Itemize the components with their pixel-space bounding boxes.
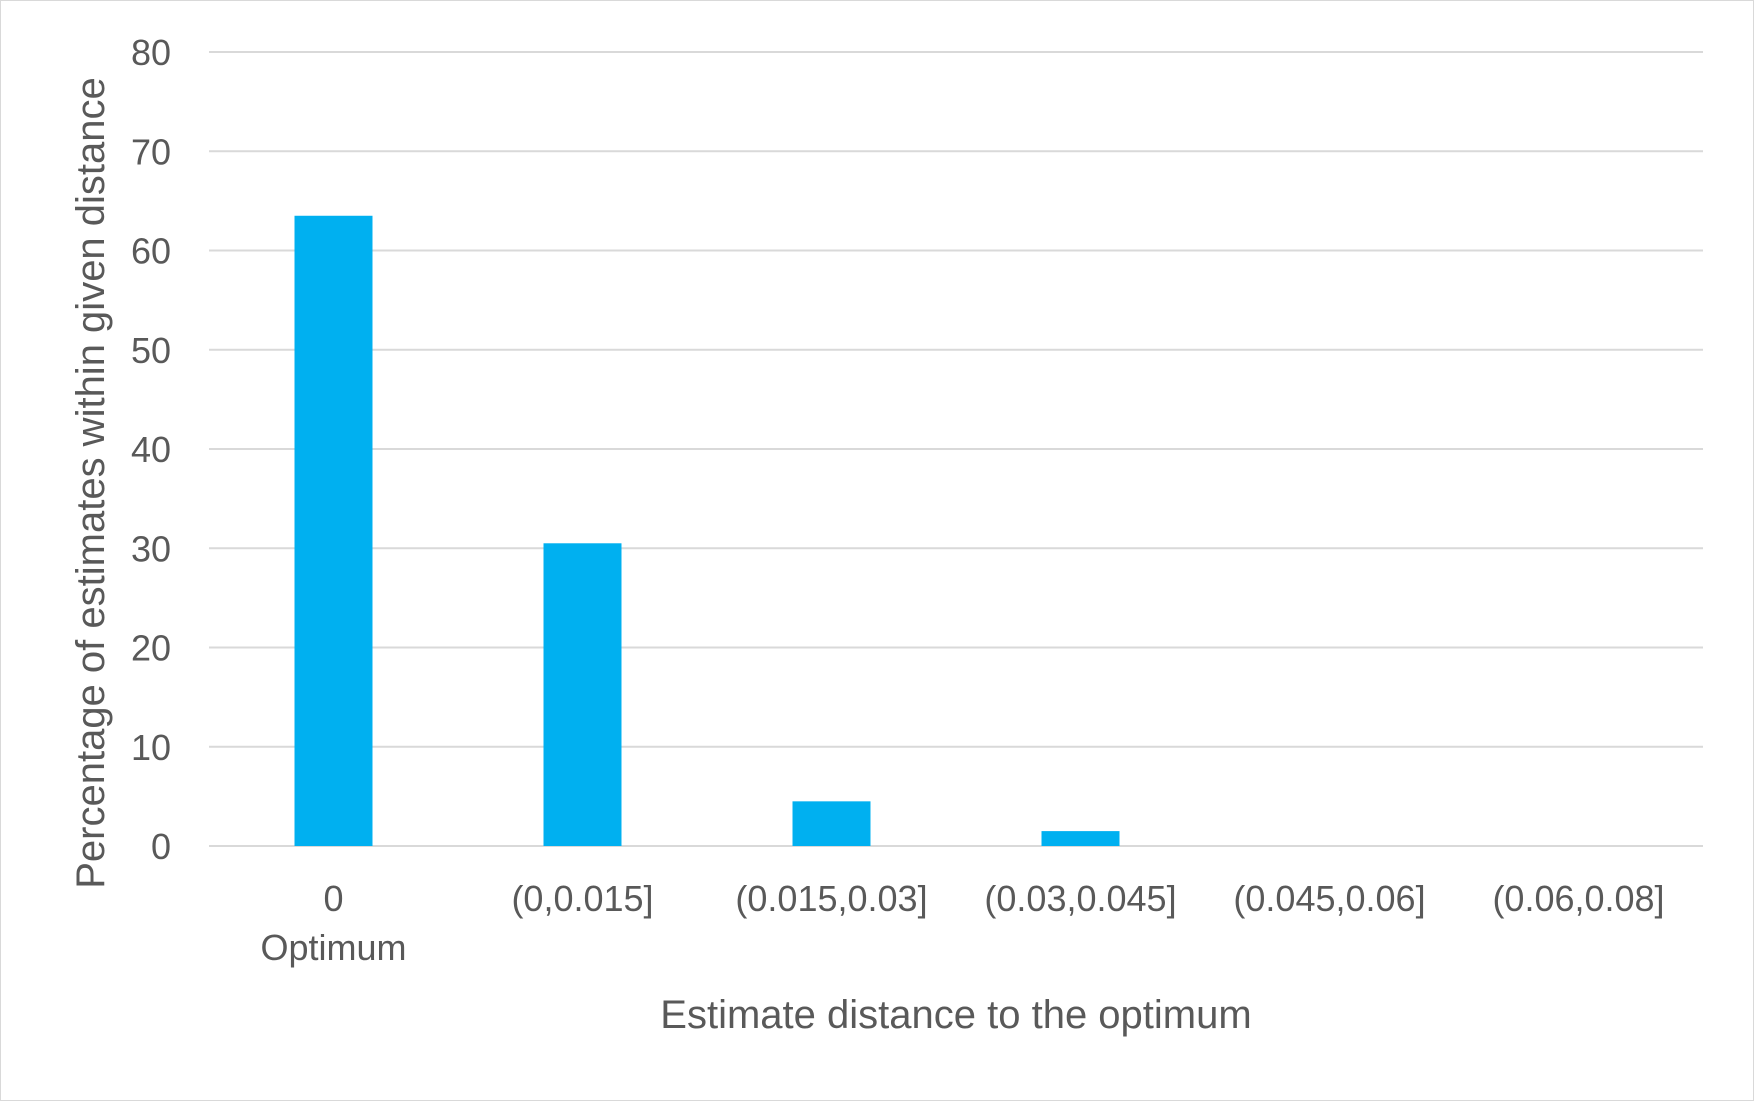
x-category-label: (0.06,0.08] [1492,878,1664,919]
x-category-label: 0 [323,878,343,919]
y-tick-label: 10 [131,727,171,768]
x-category-label: (0.045,0.06] [1233,878,1425,919]
y-tick-label: 80 [131,32,171,73]
y-tick-label: 20 [131,628,171,669]
y-tick-labels: 0 10 20 30 40 50 60 70 80 [131,32,171,867]
bars [294,215,1120,846]
x-category-label: (0,0.015] [511,878,653,919]
x-category-label: Optimum [260,927,406,968]
y-tick-label: 70 [131,131,171,172]
x-category-label: (0.015,0.03] [735,878,927,919]
y-tick-label: 30 [131,528,171,569]
bar [294,215,373,846]
y-tick-label: 60 [131,231,171,272]
gridlines [209,51,1703,847]
bar [543,543,622,846]
y-axis-title: Percentage of estimates within given dis… [69,77,113,889]
x-axis-title: Estimate distance to the optimum [660,993,1251,1037]
x-category-labels: 0 Optimum (0,0.015] (0.015,0.03] (0.03,0.045… [260,878,1664,968]
y-tick-label: 50 [131,330,171,371]
y-tick-label: 40 [131,429,171,470]
bar [792,801,871,846]
x-category-label: (0.03,0.045] [984,878,1176,919]
y-tick-label: 0 [151,826,171,867]
bar [1041,831,1120,846]
